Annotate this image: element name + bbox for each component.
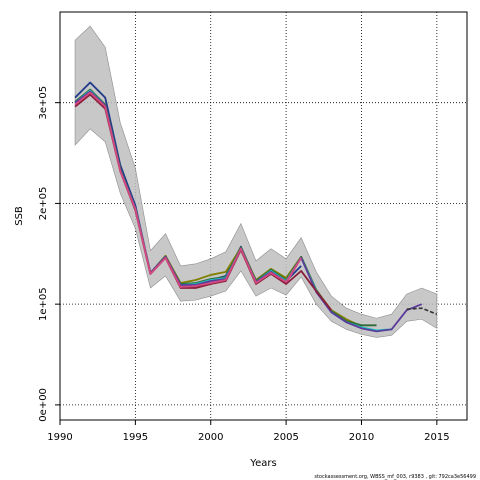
x-tick-label: 2015 [424,432,449,443]
plot-frame [59,11,468,421]
y-axis-title: SSB [14,206,25,226]
series-layer [74,81,438,333]
y-axis: 0e+00 1e+05 2e+05 3e+05 [38,86,60,422]
x-axis: 1990 1995 2000 2005 2010 2015 [47,420,450,443]
y-tick-label: 3e+05 [38,86,49,120]
confidence-band-layer [74,25,438,338]
x-tick-label: 1990 [47,432,72,443]
series-line-8 [74,91,302,288]
x-tick-label: 2005 [273,432,298,443]
series-line-5 [74,90,423,333]
x-tick-label: 2000 [198,432,223,443]
confidence-band [74,25,438,338]
y-tick-label: 1e+05 [38,287,49,321]
y-tick-label: 2e+05 [38,187,49,221]
x-tick-label: 2010 [349,432,374,443]
footer-credit: stockassessment.org, WBSS_mf_003, r9383 … [314,474,476,480]
x-axis-title: Years [249,458,276,469]
series-line-4 [74,89,392,332]
grid [59,12,467,420]
x-tick-label: 1995 [123,432,148,443]
y-tick-label: 0e+00 [38,388,49,422]
series-line-9 [406,307,438,315]
